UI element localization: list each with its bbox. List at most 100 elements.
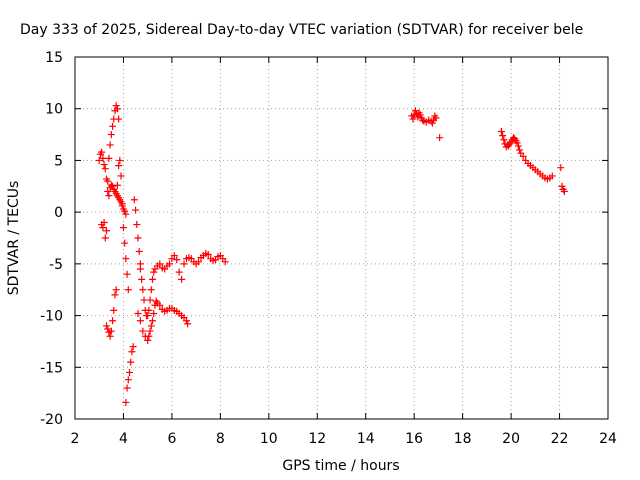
data-point: [519, 152, 527, 160]
data-point: [132, 206, 140, 214]
data-point: [98, 148, 106, 156]
axis-ticks: [74, 56, 609, 420]
data-point: [146, 296, 154, 304]
data-point: [106, 332, 114, 340]
data-point: [124, 286, 132, 294]
data-point: [514, 142, 522, 150]
data-point: [118, 200, 126, 208]
data-point: [156, 301, 164, 309]
x-tick-label: 8: [216, 431, 225, 447]
data-point: [150, 310, 158, 318]
data-point: [409, 115, 417, 123]
data-point: [109, 317, 117, 325]
y-tick-label: -15: [40, 360, 63, 376]
data-point: [411, 107, 419, 115]
data-point: [102, 227, 110, 235]
data-point: [497, 127, 505, 135]
data-point: [149, 317, 157, 325]
data-point: [195, 258, 203, 266]
x-tick-label: 6: [167, 431, 176, 447]
data-point: [123, 384, 131, 392]
data-point: [557, 164, 565, 172]
x-axis-label: GPS time / hours: [282, 458, 399, 474]
data-point: [175, 268, 183, 276]
x-tick-label: 18: [454, 431, 472, 447]
data-point: [150, 268, 158, 276]
data-point: [105, 192, 113, 200]
data-point: [119, 224, 127, 232]
x-tick-label: 2: [71, 431, 80, 447]
data-point: [428, 119, 436, 127]
data-point: [111, 291, 119, 299]
chart-title: Day 333 of 2025, Sidereal Day-to-day VTE…: [20, 22, 583, 38]
data-point: [127, 358, 135, 366]
data-point: [102, 322, 110, 330]
data-point: [109, 122, 117, 130]
data-point: [122, 255, 130, 263]
data-point: [115, 115, 123, 123]
y-tick-label: 10: [45, 102, 63, 118]
data-point: [121, 207, 129, 215]
data-point: [136, 317, 144, 325]
data-point: [149, 275, 157, 283]
data-point: [136, 265, 144, 273]
data-point: [178, 275, 186, 283]
y-tick-label: 15: [45, 50, 63, 66]
data-point: [140, 296, 148, 304]
x-tick-label: 22: [551, 431, 569, 447]
data-point: [122, 210, 130, 218]
y-tick-label: -10: [40, 309, 63, 325]
data-point: [95, 156, 103, 164]
data-point: [560, 187, 568, 195]
data-point: [139, 327, 147, 335]
data-point: [128, 348, 136, 356]
data-point: [130, 196, 138, 204]
data-point: [165, 260, 173, 268]
data-points: [95, 102, 568, 406]
y-tick-label: 0: [54, 205, 63, 221]
data-point: [101, 234, 109, 242]
data-point: [122, 398, 130, 406]
y-tick-label: 5: [54, 153, 63, 169]
data-point: [170, 252, 178, 260]
data-point: [500, 136, 508, 144]
data-point: [104, 325, 112, 333]
y-tick-label: -5: [49, 257, 63, 273]
data-point: [204, 251, 212, 259]
data-point: [124, 376, 132, 384]
data-point: [129, 343, 137, 351]
data-point: [144, 312, 152, 320]
grid-lines: [75, 57, 608, 419]
x-tick-label: 12: [308, 431, 326, 447]
data-point: [105, 154, 113, 162]
data-point: [558, 182, 566, 190]
data-point: [145, 306, 153, 314]
data-point: [117, 172, 125, 180]
data-point: [416, 111, 424, 119]
data-point: [126, 368, 134, 376]
data-point: [513, 139, 521, 147]
data-point: [147, 286, 155, 294]
data-point: [112, 102, 120, 110]
data-point: [110, 306, 118, 314]
data-point: [133, 221, 141, 229]
data-point: [139, 286, 147, 294]
data-point: [104, 177, 112, 185]
x-tick-label: 16: [405, 431, 423, 447]
y-axis-label: SDTVAR / TECUs: [6, 181, 22, 296]
data-point: [101, 165, 109, 173]
data-point: [145, 332, 153, 340]
data-point: [182, 317, 190, 325]
data-point: [138, 275, 146, 283]
y-tick-label: -20: [40, 412, 63, 428]
data-point: [115, 162, 123, 170]
data-point: [180, 260, 188, 268]
data-point: [104, 187, 112, 195]
data-point: [123, 270, 131, 278]
data-point: [116, 156, 124, 164]
x-tick-label: 20: [502, 431, 520, 447]
data-point: [113, 181, 121, 189]
data-point: [147, 322, 155, 330]
data-point: [173, 256, 181, 264]
